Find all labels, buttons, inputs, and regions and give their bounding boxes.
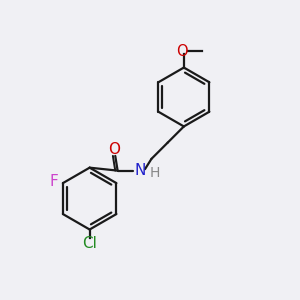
Text: O: O <box>177 44 188 59</box>
Text: F: F <box>49 174 58 189</box>
Text: H: H <box>150 166 160 180</box>
Text: N: N <box>134 163 146 178</box>
Text: Cl: Cl <box>82 236 97 251</box>
Text: O: O <box>108 142 120 157</box>
